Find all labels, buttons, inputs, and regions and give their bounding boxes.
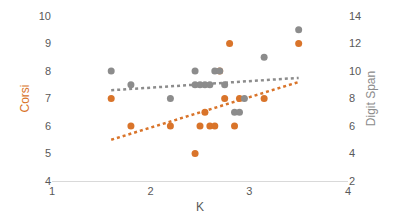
svg-text:2: 2 [349, 175, 355, 187]
svg-text:6: 6 [45, 120, 51, 132]
svg-text:K: K [196, 200, 204, 214]
svg-text:12: 12 [349, 37, 361, 49]
svg-text:1: 1 [49, 185, 55, 197]
svg-text:10: 10 [39, 10, 51, 22]
svg-text:14: 14 [349, 10, 361, 22]
svg-text:Digit Span: Digit Span [364, 71, 378, 126]
svg-text:10: 10 [349, 65, 361, 77]
svg-text:8: 8 [45, 65, 51, 77]
svg-text:Corsi: Corsi [18, 84, 32, 112]
svg-text:4: 4 [45, 175, 51, 187]
svg-text:9: 9 [45, 37, 51, 49]
svg-text:5: 5 [45, 147, 51, 159]
svg-text:4: 4 [349, 147, 355, 159]
svg-text:4: 4 [345, 185, 351, 197]
svg-text:7: 7 [45, 92, 51, 104]
svg-text:6: 6 [349, 120, 355, 132]
svg-text:3: 3 [246, 185, 252, 197]
svg-text:2: 2 [148, 185, 154, 197]
svg-text:8: 8 [349, 92, 355, 104]
